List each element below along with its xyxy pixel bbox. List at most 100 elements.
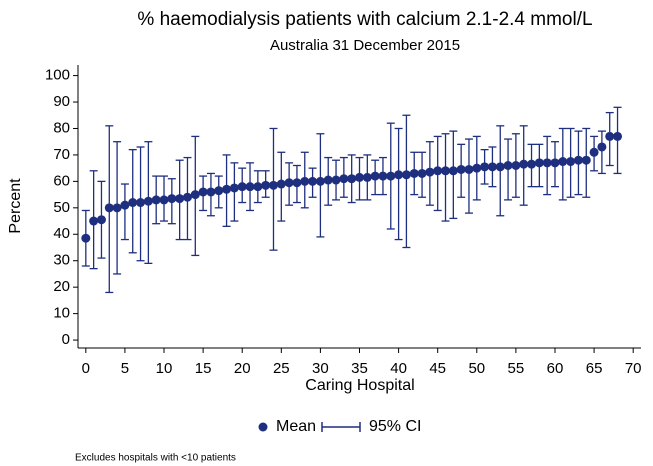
x-tick-label: 35 [351,360,368,377]
legend-marker [258,422,268,432]
mean-point [573,155,583,165]
y-tick-label: 70 [53,146,70,163]
mean-point [136,198,146,208]
legend-label: 95% CI [369,418,421,435]
y-tick-label: 20 [53,278,70,295]
error-bar [120,183,129,241]
mean-point [253,182,263,192]
x-tick-label: 55 [508,360,525,377]
mean-point [597,142,607,152]
chart-title: % haemodialysis patients with calcium 2.… [137,9,592,30]
mean-point [308,176,318,186]
mean-point [261,180,271,190]
y-tick-label: 30 [53,252,70,269]
mean-point [268,180,278,190]
x-tick-label: 45 [429,360,446,377]
mean-point [401,170,411,180]
x-tick-label: 0 [82,360,90,377]
mean-point [104,203,114,213]
x-tick-label: 40 [390,360,407,377]
mean-point [331,175,341,185]
mean-point [206,187,216,197]
mean-point [229,183,239,193]
mean-point [339,174,349,184]
x-tick-label: 50 [468,360,485,377]
mean-point [198,187,208,197]
x-tick-label: 65 [586,360,603,377]
mean-point [386,171,396,181]
mean-point [511,161,521,171]
mean-point [527,159,537,169]
mean-point [378,171,388,181]
mean-point [190,190,200,200]
mean-point [143,196,153,206]
mean-point [128,198,138,208]
mean-point [222,184,232,194]
mean-point [519,159,529,169]
y-tick-label: 50 [53,199,70,216]
mean-point [409,168,419,178]
mean-point [362,172,372,182]
x-tick-label: 15 [195,360,212,377]
mean-point [464,164,474,174]
x-tick-label: 70 [625,360,642,377]
y-tick-label: 40 [53,225,70,242]
y-axis-label: Percent [7,178,24,234]
mean-point [300,176,310,186]
legend-label: Mean [276,418,316,435]
x-axis-label: Caring Hospital [305,377,414,394]
mean-point [214,186,224,196]
mean-point [315,176,325,186]
x-tick-label: 30 [312,360,329,377]
footnote: Excludes hospitals with <10 patients [75,453,236,464]
mean-point [245,182,255,192]
error-bar [402,114,411,249]
mean-point [480,162,490,172]
mean-point [96,215,106,225]
y-tick-label: 80 [53,119,70,136]
mean-point [159,195,169,205]
error-bar [464,138,473,214]
y-tick-label: 90 [53,93,70,110]
x-tick-label: 25 [273,360,290,377]
y-tick-label: 100 [45,67,70,84]
mean-point [81,233,91,243]
mean-point [347,174,357,184]
x-tick-label: 60 [547,360,564,377]
error-bar [394,127,403,241]
mean-point [292,178,302,188]
mean-point [448,166,458,176]
x-tick-label: 5 [121,360,129,377]
error-bar [597,130,606,175]
error-bar [441,133,450,222]
y-tick-label: 10 [53,305,70,322]
mean-point [417,168,427,178]
mean-point [589,147,599,157]
mean-point [182,192,192,202]
x-tick-label: 10 [156,360,173,377]
mean-point [89,216,99,226]
mean-point [613,131,623,141]
mean-point [550,158,560,168]
mean-point [425,167,435,177]
mean-point [487,162,497,172]
mean-point [566,157,576,167]
mean-point [237,182,247,192]
mean-point [120,200,130,210]
mean-point [394,170,404,180]
mean-point [605,131,615,141]
mean-point [167,194,177,204]
mean-point [433,166,443,176]
x-tick-label: 20 [234,360,251,377]
mean-point [495,162,505,172]
mean-point [558,157,568,167]
mean-point [151,195,161,205]
chart-subtitle: Australia 31 December 2015 [270,37,460,54]
mean-point [534,158,544,168]
mean-point [276,179,286,189]
mean-point [441,166,451,176]
mean-point [370,171,380,181]
mean-point [112,203,122,213]
y-tick-label: 60 [53,172,70,189]
